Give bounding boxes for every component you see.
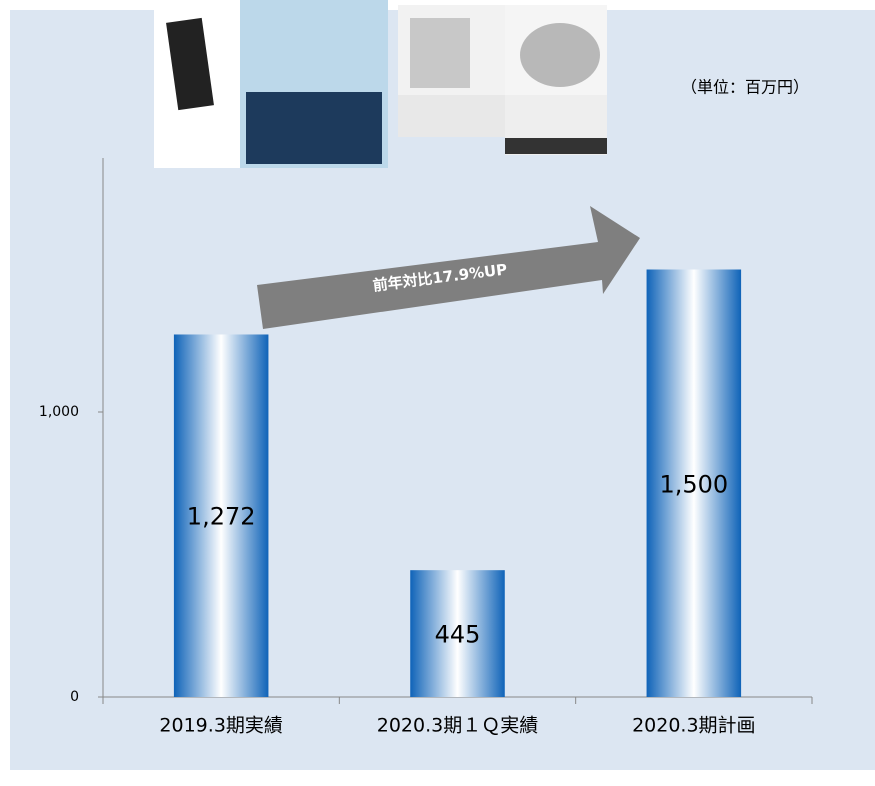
x-tick-label: 2020.3期計画	[632, 715, 755, 737]
product-images	[154, 0, 607, 168]
value-label: 445	[435, 621, 481, 649]
page: {"chart_data": {"type": "bar", "unit_not…	[0, 0, 875, 786]
value-label: 1,500	[659, 470, 728, 498]
y-tick-label: 1,000	[39, 404, 79, 420]
chart: （単位：百万円） 前年対比17.9%UP 01,0002019.3期実績1,27…	[0, 0, 875, 782]
x-tick-label: 2020.3期１Ｑ実績	[377, 715, 538, 737]
value-label: 1,272	[187, 503, 256, 531]
x-tick-label: 2019.3期実績	[159, 715, 282, 737]
y-tick-label: 0	[70, 689, 79, 705]
unit-note: （単位：百万円）	[681, 78, 809, 97]
